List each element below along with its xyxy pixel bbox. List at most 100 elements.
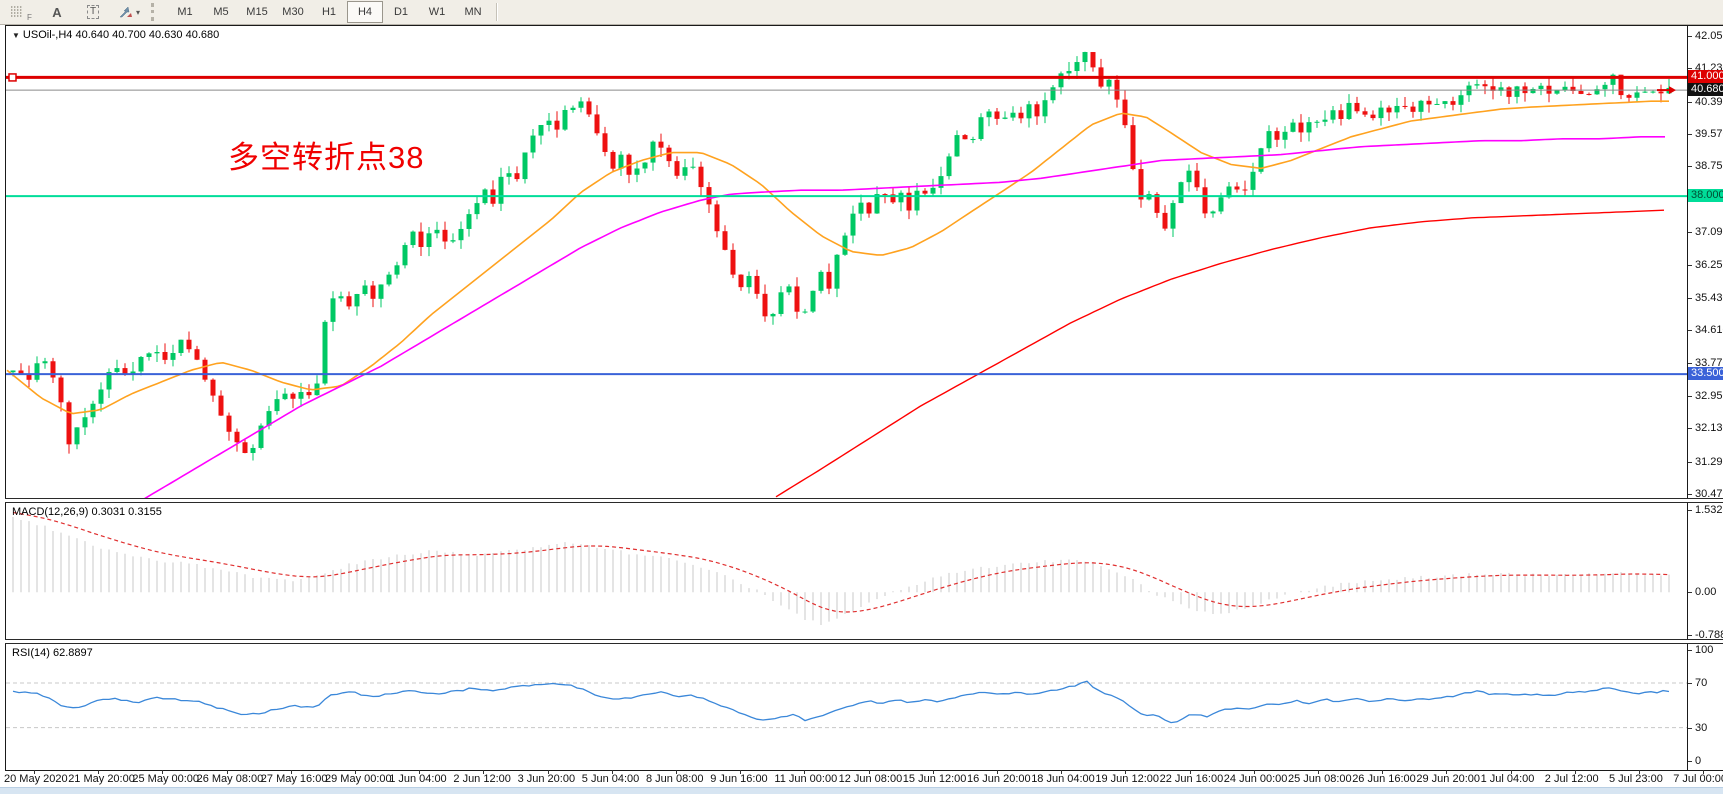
candle-body bbox=[818, 271, 824, 291]
timeframe-button-H1[interactable]: H1 bbox=[321, 6, 337, 18]
price-axis-label: 32.130 bbox=[1695, 422, 1723, 434]
candle-body bbox=[1474, 84, 1480, 86]
candle-body bbox=[1490, 86, 1496, 91]
chart-text-annotation[interactable]: 多空转折点38 bbox=[228, 140, 425, 175]
candle-body bbox=[1418, 100, 1424, 112]
candle-body bbox=[458, 228, 464, 241]
candle-body bbox=[594, 114, 600, 134]
candle-body bbox=[1354, 102, 1360, 112]
candle-body bbox=[898, 192, 904, 203]
text-box-tool-button[interactable]: T bbox=[75, 1, 111, 23]
macd-values: 0.3031 0.3155 bbox=[91, 506, 162, 518]
candle-body bbox=[1442, 101, 1448, 104]
candle-body bbox=[786, 286, 792, 293]
timeframe-button-M1[interactable]: M1 bbox=[177, 6, 193, 18]
hline-handle[interactable] bbox=[8, 73, 17, 82]
candle-body bbox=[1282, 131, 1288, 140]
time-tick bbox=[483, 770, 485, 774]
dot-grid-tool-button[interactable]: F bbox=[3, 1, 39, 23]
candle-body bbox=[418, 231, 424, 248]
text-label-tool-button[interactable]: A bbox=[39, 1, 75, 23]
timeframe-button-M5[interactable]: M5 bbox=[213, 6, 229, 18]
candle-body bbox=[426, 233, 432, 248]
candle-body bbox=[354, 294, 360, 307]
candle-body bbox=[1506, 87, 1512, 97]
panel-splitter-macd[interactable] bbox=[5, 498, 1723, 503]
price-axis: 42.05041.23040.39039.57038.75037.93037.0… bbox=[1688, 26, 1723, 500]
price-axis-label: 33.770 bbox=[1695, 357, 1723, 369]
candle-body bbox=[18, 370, 24, 374]
price-axis-label: 34.610 bbox=[1695, 324, 1723, 336]
candle-body bbox=[514, 173, 520, 180]
time-axis-label: 24 Jun 00:00 bbox=[1223, 773, 1288, 785]
level-badge-38.000[interactable]: 38.000 bbox=[1688, 189, 1723, 202]
candle-body bbox=[658, 141, 664, 148]
candle-body bbox=[618, 154, 624, 169]
candle-body bbox=[1482, 84, 1488, 87]
time-tick bbox=[98, 770, 100, 774]
macd-axis-label: 0.00 bbox=[1695, 586, 1717, 598]
macd-signal-line bbox=[12, 511, 1670, 613]
timeframe-button-MN[interactable]: MN bbox=[464, 6, 482, 18]
macd-axis: 1.5322 0.00 -0.7883 bbox=[1688, 503, 1723, 641]
arrows-dropdown-caret-icon[interactable]: ▾ bbox=[135, 7, 140, 17]
time-tick bbox=[355, 770, 356, 774]
main-chart-panel[interactable]: ▼ USOil-,H4 40.640 40.700 40.630 40.680 多… bbox=[6, 26, 1687, 498]
toolbar-grip[interactable] bbox=[151, 3, 163, 21]
level-badge-33.500[interactable]: 33.500 bbox=[1688, 367, 1723, 380]
timeframe-button-D1[interactable]: D1 bbox=[393, 6, 409, 18]
collapse-icon[interactable]: ▼ bbox=[12, 31, 20, 40]
candle-body bbox=[938, 176, 944, 188]
rsi-panel[interactable]: RSI(14) 62.8897 bbox=[6, 644, 1687, 770]
time-tick bbox=[611, 770, 613, 774]
macd-axis-label: 1.5322 bbox=[1695, 504, 1723, 516]
candle-body bbox=[642, 162, 648, 169]
panel-splitter-rsi[interactable] bbox=[5, 639, 1723, 644]
candle-body bbox=[1410, 106, 1416, 112]
timeframe-button-W1[interactable]: W1 bbox=[428, 6, 446, 18]
time-axis-label: 2 Jul 12:00 bbox=[1544, 773, 1599, 785]
time-axis-label: 1 Jun 04:00 bbox=[389, 773, 447, 785]
candle-body bbox=[930, 187, 936, 194]
candle-body bbox=[362, 285, 368, 295]
macd-panel[interactable]: MACD(12,26,9) 0.3031 0.3155 bbox=[6, 503, 1687, 639]
time-tick bbox=[1189, 770, 1191, 774]
candle-body bbox=[1018, 112, 1024, 119]
timeframe-button-M15[interactable]: M15 bbox=[246, 6, 268, 18]
candle-body bbox=[1106, 79, 1112, 87]
arrows-tool-button[interactable]: ▾ bbox=[111, 1, 147, 23]
timeframe-button-M30[interactable]: M30 bbox=[282, 6, 304, 18]
candle-body bbox=[434, 229, 440, 234]
candle-body bbox=[530, 135, 536, 153]
rsi-axis-label: 100 bbox=[1695, 644, 1714, 656]
current-price-badge: 40.680 bbox=[1688, 83, 1723, 96]
time-tick bbox=[804, 770, 806, 774]
level-badge-41.000[interactable]: 41.000 bbox=[1688, 70, 1723, 83]
candle-body bbox=[1010, 112, 1016, 118]
candle-body bbox=[1074, 62, 1080, 72]
time-tick bbox=[419, 770, 421, 774]
candle-body bbox=[1554, 90, 1560, 94]
candle-body bbox=[858, 202, 864, 214]
candle-body bbox=[1394, 105, 1400, 113]
candle-body bbox=[1618, 74, 1624, 96]
price-axis-label: 35.430 bbox=[1695, 292, 1723, 304]
candle-body bbox=[138, 356, 144, 372]
time-axis-label: 12 Jun 08:00 bbox=[838, 773, 903, 785]
candle-body bbox=[1658, 91, 1664, 94]
candle-body bbox=[266, 411, 272, 426]
candle-body bbox=[402, 245, 408, 266]
candle-body bbox=[258, 425, 264, 448]
time-axis[interactable]: 20 May 2020 21 May 20:00 25 May 00:00 26 Ma… bbox=[0, 770, 1723, 787]
candle-body bbox=[610, 151, 616, 169]
candle-body bbox=[650, 141, 656, 163]
timeframe-button-H4[interactable]: H4 bbox=[347, 1, 383, 23]
candle-body bbox=[1642, 91, 1648, 93]
candle-body bbox=[698, 166, 704, 188]
candle-body bbox=[562, 109, 568, 130]
candle-body bbox=[1274, 131, 1280, 140]
symbol-header[interactable]: ▼ USOil-,H4 40.640 40.700 40.630 40.680 bbox=[12, 29, 219, 41]
candle-body bbox=[346, 296, 352, 307]
candle-body bbox=[1322, 119, 1328, 122]
